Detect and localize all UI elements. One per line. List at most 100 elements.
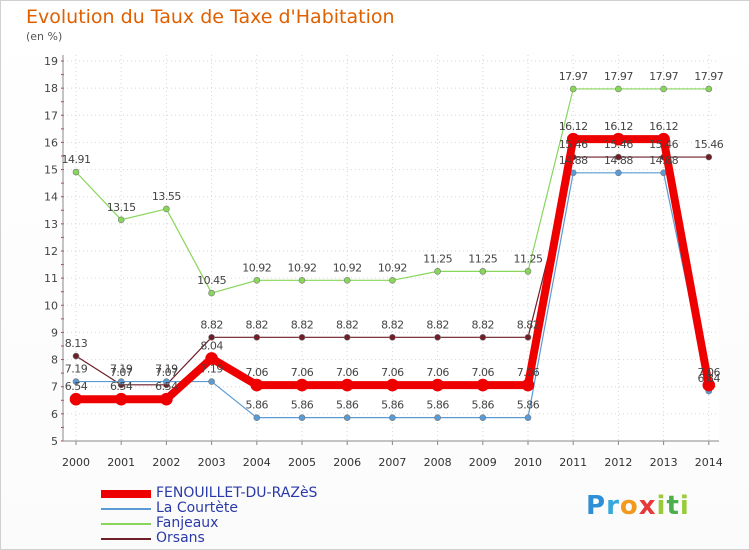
y-tick-label: 7 [51, 381, 58, 394]
logo-letter: x [638, 491, 657, 521]
x-tick-label: 2005 [288, 456, 316, 469]
grid [63, 55, 719, 442]
series-point-2 [72, 168, 80, 176]
logo-letter: P [586, 491, 607, 521]
data-label: 8.82 [517, 318, 540, 331]
data-label: 17.97 [604, 70, 633, 83]
series-point-2 [208, 289, 215, 297]
series-point-0 [69, 392, 83, 406]
series-point-2 [343, 277, 351, 284]
y-tick-label: 15 [44, 164, 58, 177]
chart-title: Evolution du Taux de Taxe d'Habitation [26, 6, 395, 28]
data-label: 7.06 [381, 366, 404, 379]
x-tick-label: 2006 [333, 456, 361, 469]
series-point-1 [434, 414, 441, 421]
series-point-3 [343, 334, 351, 341]
series-point-0 [702, 378, 716, 392]
series-point-0 [521, 378, 535, 392]
y-tick-label: 16 [44, 136, 58, 149]
series-point-3 [208, 334, 215, 341]
series-point-0 [250, 378, 264, 392]
data-label: 10.92 [378, 261, 407, 274]
series-point-1 [163, 378, 170, 385]
data-label: 10.92 [288, 261, 317, 274]
series-point-2 [615, 85, 622, 93]
data-label: 7.06 [472, 366, 495, 379]
y-tick-label: 17 [44, 109, 58, 122]
x-tick-label: 2013 [650, 456, 678, 469]
data-label: 6.54 [65, 380, 88, 393]
data-label: 7.19 [155, 363, 178, 376]
y-tick-label: 9 [51, 326, 58, 339]
y-tick-label: 10 [44, 299, 58, 312]
data-label: 8.04 [200, 339, 223, 352]
data-label: 13.15 [107, 201, 136, 214]
y-tick-label: 12 [44, 245, 58, 258]
data-label: 5.86 [517, 399, 540, 412]
data-label: 8.82 [246, 318, 269, 331]
data-label: 15.46 [649, 138, 678, 151]
data-label: 10.92 [242, 261, 271, 274]
data-label: 16.12 [649, 120, 678, 133]
series-point-0 [431, 378, 444, 392]
series-point-3 [615, 153, 622, 161]
logo-letter: t [666, 491, 680, 521]
series-point-1 [389, 414, 396, 421]
series [69, 85, 716, 421]
series-point-0 [612, 132, 625, 146]
y-tick-label: 14 [44, 191, 58, 204]
x-tick-label: 2008 [424, 456, 452, 469]
series-point-1 [208, 378, 215, 385]
series-point-3 [298, 334, 306, 341]
data-label: 15.46 [694, 138, 723, 151]
series-point-2 [117, 216, 125, 224]
x-tick-label: 2001 [107, 456, 135, 469]
series-point-2 [705, 85, 713, 93]
series-point-0 [295, 378, 309, 392]
x-tick-label: 2014 [695, 456, 723, 469]
data-label: 15.46 [604, 138, 633, 151]
series-point-0 [566, 132, 580, 146]
legend-label-fanjeaux: Fanjeaux [156, 515, 219, 531]
data-label: 17.97 [649, 70, 678, 83]
y-tick-label: 19 [44, 55, 58, 68]
data-label: 7.06 [291, 366, 314, 379]
series-point-1 [479, 414, 487, 421]
logo-letter: r [606, 491, 620, 521]
data-label: 6.54 [110, 380, 133, 393]
series-point-0 [160, 392, 173, 406]
x-tick-label: 2012 [604, 456, 632, 469]
data-label: 14.91 [62, 153, 91, 166]
series-point-3 [389, 334, 396, 341]
data-label: 7.19 [110, 363, 133, 376]
logo-letter: o [619, 491, 639, 521]
plot-background [63, 55, 719, 441]
data-label: 7.06 [336, 366, 359, 379]
series-point-2 [163, 205, 170, 213]
data-label: 16.12 [604, 120, 633, 133]
legend-swatch-fanjeaux [101, 523, 151, 525]
series-point-2 [660, 85, 667, 93]
series-point-1 [298, 414, 306, 421]
series-point-3 [705, 153, 713, 161]
legend-label-la-courtete: La Courtète [156, 500, 239, 516]
data-label: 8.82 [291, 318, 314, 331]
legend-swatch-fenouillet [101, 490, 151, 498]
data-label: 7.06 [698, 366, 721, 379]
data-label: 7.07 [155, 366, 178, 379]
data-label: 8.13 [65, 337, 88, 350]
series-point-1 [615, 169, 622, 177]
data-label: 14.88 [559, 154, 588, 167]
y-tick-label: 18 [44, 82, 58, 95]
legend-label-fenouillet: FENOUILLET-DU-RAZèS [156, 485, 318, 501]
series-point-0 [657, 132, 670, 146]
series-point-2 [253, 277, 261, 284]
data-label: 7.19 [200, 363, 223, 376]
data-label: 11.25 [514, 252, 543, 265]
legend-label-orsans: Orsans [156, 530, 205, 546]
y-tick-label: 5 [51, 435, 58, 448]
data-label: 8.82 [426, 318, 449, 331]
series-point-0 [340, 378, 354, 392]
data-label: 7.19 [65, 363, 88, 376]
